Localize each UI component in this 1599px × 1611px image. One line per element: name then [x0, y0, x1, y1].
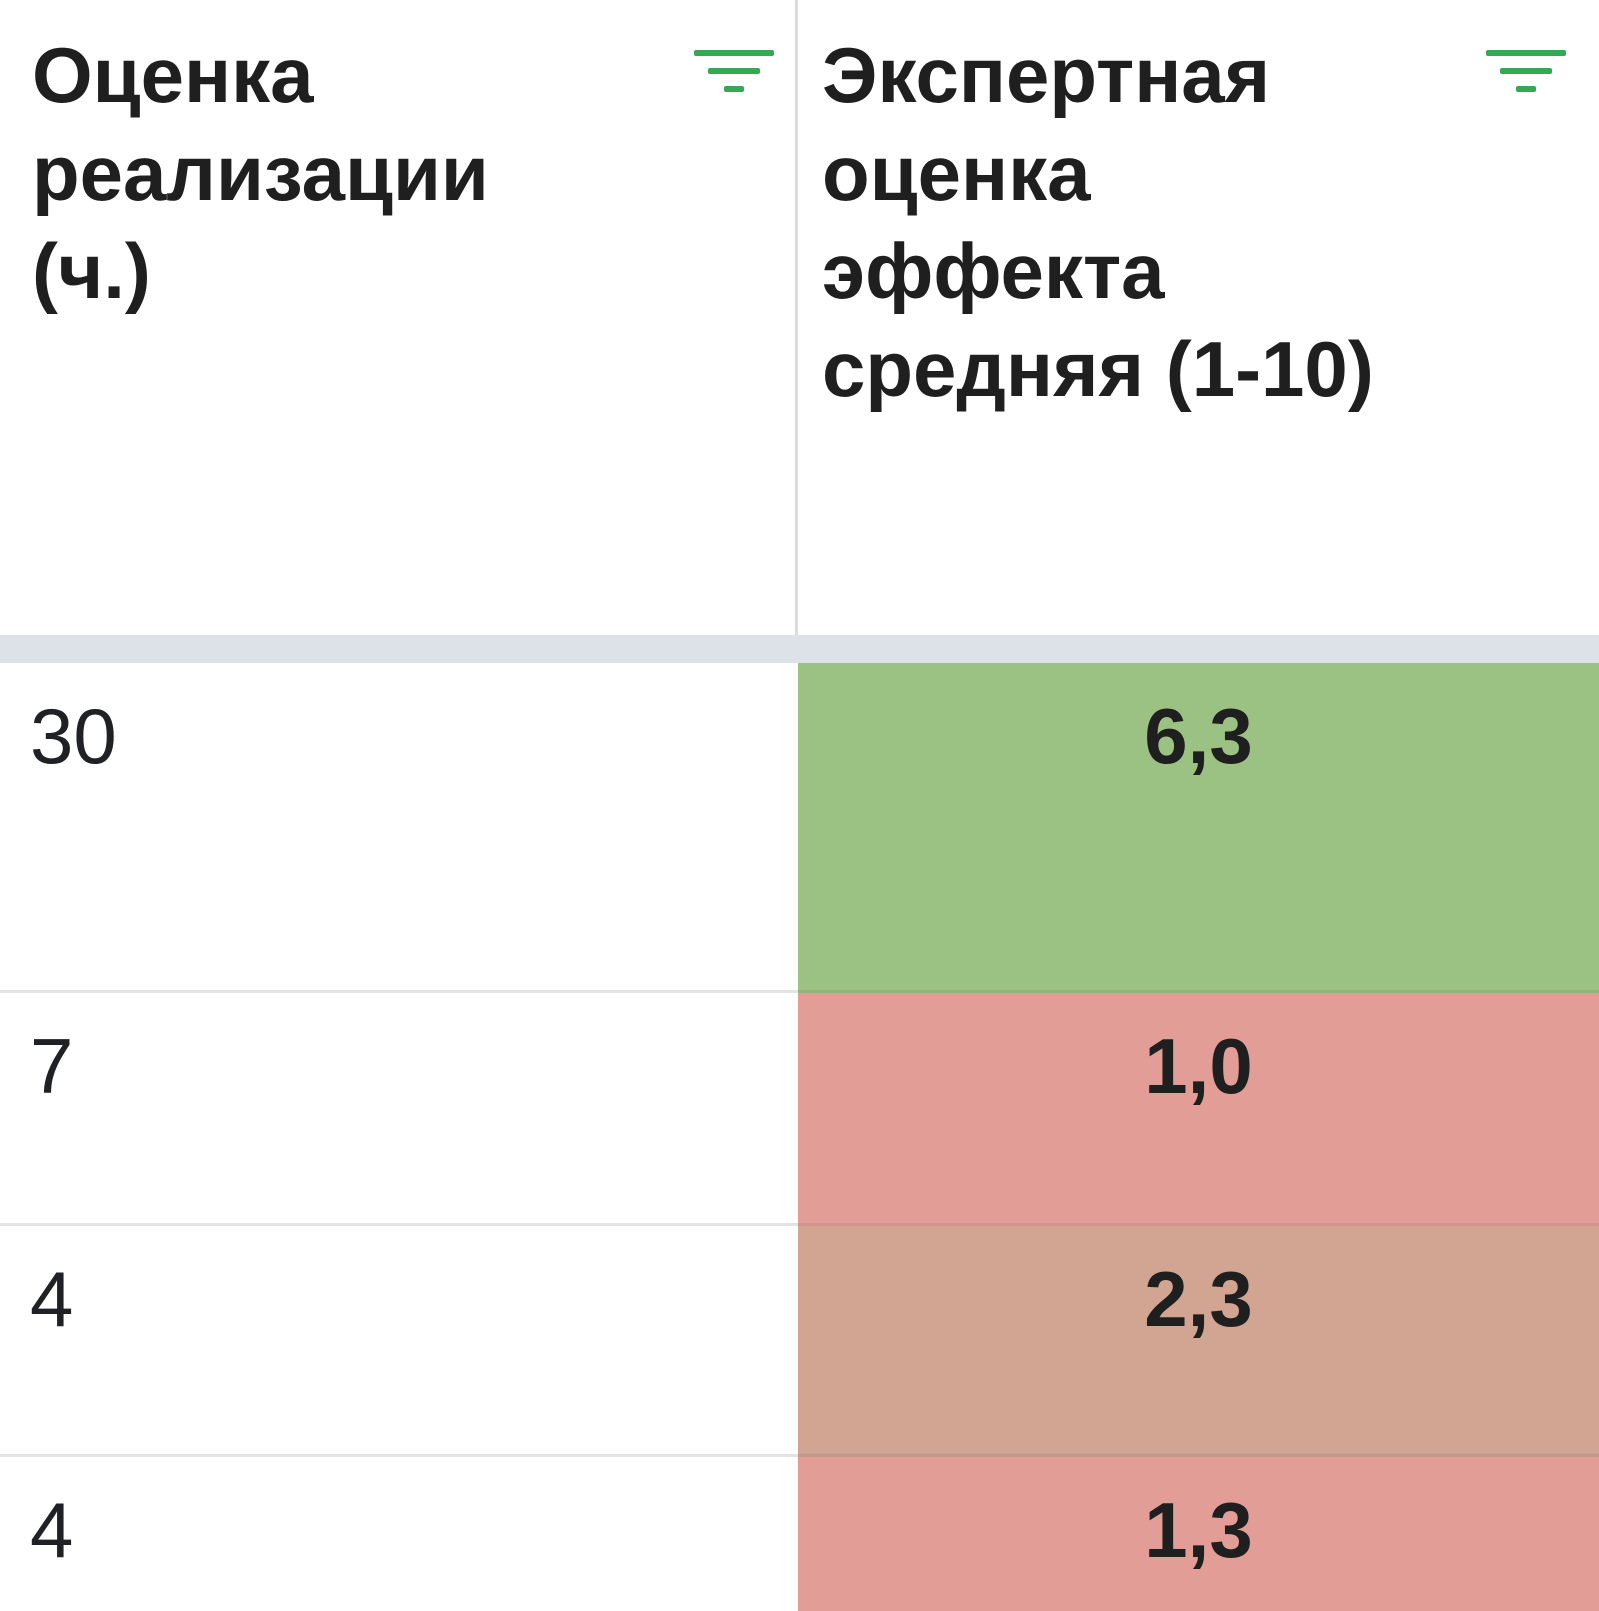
cell-hours[interactable]: 4	[0, 1457, 798, 1611]
cell-effect[interactable]: 6,3	[798, 663, 1599, 993]
cell-value: 1,3	[1144, 1486, 1253, 1574]
table-row[interactable]: 7 1,0	[0, 993, 1599, 1226]
cell-effect[interactable]: 2,3	[798, 1226, 1599, 1457]
cell-value: 4	[30, 1255, 74, 1343]
header-label: Оценка реализации (ч.)	[32, 31, 489, 315]
cell-effect[interactable]: 1,0	[798, 993, 1599, 1226]
cell-value: 2,3	[1144, 1255, 1253, 1343]
cell-value: 7	[30, 1022, 74, 1110]
header-cell-implementation-estimate[interactable]: Оценка реализации (ч.)	[0, 0, 798, 635]
filter-icon[interactable]	[694, 44, 774, 100]
header-row: Оценка реализации (ч.) Экспертная оценка…	[0, 0, 1599, 635]
table-row[interactable]: 4 1,3	[0, 1457, 1599, 1611]
header-cell-expert-effect[interactable]: Экспертная оценка эффекта средняя (1-10)	[798, 0, 1599, 635]
table-row[interactable]: 4 2,3	[0, 1226, 1599, 1457]
filter-icon[interactable]	[1486, 44, 1566, 100]
cell-hours[interactable]: 30	[0, 663, 798, 993]
cell-effect[interactable]: 1,3	[798, 1457, 1599, 1611]
cell-hours[interactable]: 4	[0, 1226, 798, 1457]
table-row[interactable]: 30 6,3	[0, 663, 1599, 993]
frozen-row-divider[interactable]	[0, 635, 1599, 663]
cell-value: 1,0	[1144, 1022, 1253, 1110]
header-label: Экспертная оценка эффекта средняя (1-10)	[822, 31, 1374, 413]
cell-value: 4	[30, 1486, 74, 1574]
cell-hours[interactable]: 7	[0, 993, 798, 1226]
cell-value: 30	[30, 692, 117, 780]
cell-value: 6,3	[1144, 692, 1253, 780]
